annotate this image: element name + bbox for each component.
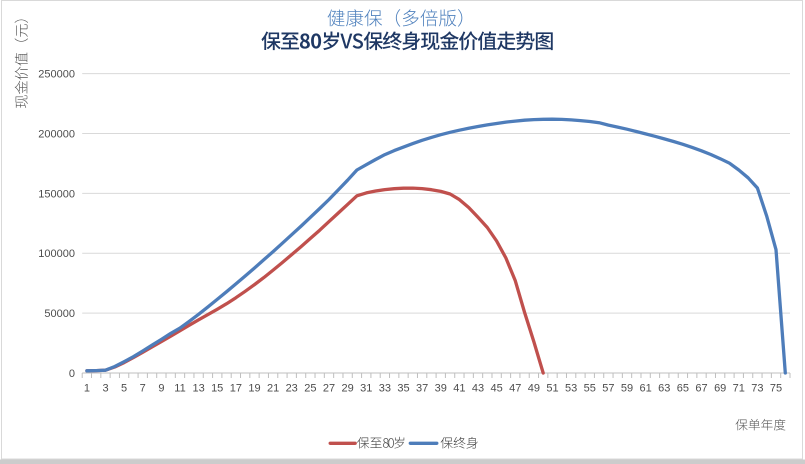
- svg-text:45: 45: [490, 383, 502, 395]
- svg-text:23: 23: [286, 383, 298, 395]
- svg-text:50000: 50000: [44, 308, 75, 320]
- svg-text:0: 0: [69, 368, 75, 380]
- svg-text:71: 71: [733, 383, 745, 395]
- svg-text:200000: 200000: [38, 128, 75, 140]
- svg-text:69: 69: [714, 383, 726, 395]
- svg-text:65: 65: [677, 383, 689, 395]
- svg-text:7: 7: [140, 383, 146, 395]
- svg-text:150000: 150000: [38, 188, 75, 200]
- svg-text:49: 49: [528, 383, 540, 395]
- svg-text:1: 1: [84, 383, 90, 395]
- svg-text:5: 5: [121, 383, 127, 395]
- svg-text:17: 17: [230, 383, 242, 395]
- svg-text:100000: 100000: [38, 248, 75, 260]
- svg-text:29: 29: [341, 383, 353, 395]
- svg-text:19: 19: [248, 383, 260, 395]
- svg-text:9: 9: [158, 383, 164, 395]
- svg-text:37: 37: [416, 383, 428, 395]
- svg-text:27: 27: [323, 383, 335, 395]
- svg-text:73: 73: [751, 383, 763, 395]
- svg-text:59: 59: [621, 383, 633, 395]
- svg-text:31: 31: [360, 383, 372, 395]
- svg-text:53: 53: [565, 383, 577, 395]
- svg-text:33: 33: [379, 383, 391, 395]
- svg-text:35: 35: [397, 383, 409, 395]
- svg-text:55: 55: [584, 383, 596, 395]
- svg-text:250000: 250000: [38, 69, 75, 81]
- svg-text:61: 61: [639, 383, 651, 395]
- svg-text:75: 75: [770, 383, 782, 395]
- svg-text:21: 21: [267, 383, 279, 395]
- svg-text:51: 51: [546, 383, 558, 395]
- svg-text:3: 3: [102, 383, 108, 395]
- svg-text:57: 57: [602, 383, 614, 395]
- svg-text:39: 39: [435, 383, 447, 395]
- svg-text:15: 15: [211, 383, 223, 395]
- svg-text:67: 67: [695, 383, 707, 395]
- svg-text:11: 11: [174, 383, 185, 395]
- svg-text:13: 13: [192, 383, 204, 395]
- svg-text:41: 41: [453, 383, 465, 395]
- svg-text:43: 43: [472, 383, 484, 395]
- svg-text:25: 25: [304, 383, 316, 395]
- svg-text:47: 47: [509, 383, 521, 395]
- svg-text:63: 63: [658, 383, 670, 395]
